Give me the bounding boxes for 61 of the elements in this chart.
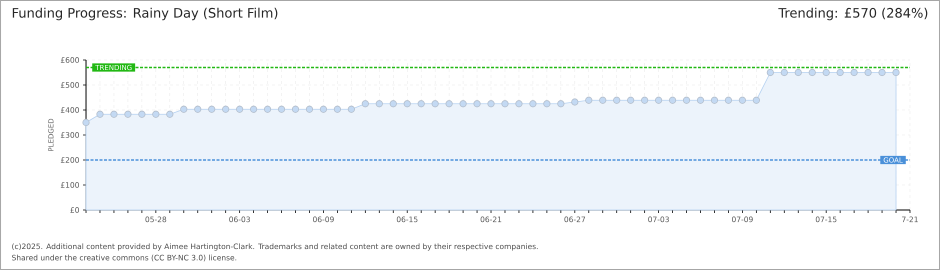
point (571, 98, 578, 106)
point (668, 96, 676, 104)
point (278, 106, 286, 113)
point (780, 68, 788, 76)
point (864, 68, 872, 76)
point (557, 100, 564, 108)
point (613, 96, 620, 104)
point (473, 100, 481, 108)
point (682, 96, 690, 104)
point (138, 110, 146, 118)
point (794, 68, 802, 76)
point (724, 96, 732, 104)
point (418, 100, 425, 108)
point (404, 100, 411, 108)
point (124, 110, 132, 118)
point (738, 96, 746, 104)
point (892, 68, 900, 76)
point (292, 106, 300, 113)
point (487, 100, 495, 108)
point (110, 110, 118, 118)
point (627, 96, 634, 104)
point (655, 96, 662, 104)
point (194, 106, 202, 113)
point (236, 106, 244, 113)
point (459, 100, 467, 108)
point (585, 96, 592, 104)
point (641, 96, 648, 104)
point (166, 110, 174, 118)
point (515, 100, 523, 108)
point (766, 68, 774, 76)
point (529, 100, 537, 108)
point (543, 100, 550, 108)
point (264, 106, 272, 113)
point (334, 106, 341, 113)
point (376, 100, 383, 108)
point (808, 68, 816, 76)
point (180, 106, 188, 113)
point (432, 100, 439, 108)
point (208, 106, 216, 113)
point (82, 118, 90, 126)
text: Trending: £570 (284%) (778, 8, 928, 20)
point (348, 106, 355, 113)
point (250, 106, 258, 113)
point (320, 106, 328, 113)
point (362, 100, 369, 108)
point (501, 100, 509, 108)
point (222, 106, 230, 113)
point (306, 106, 314, 113)
point (696, 96, 704, 104)
point (752, 96, 760, 104)
point (850, 68, 858, 76)
point (390, 100, 397, 108)
point (152, 110, 160, 118)
point (96, 110, 104, 118)
point (446, 100, 453, 108)
point (822, 68, 830, 76)
chart-title: Funding Progress: Rainy Day (Short Film) (12, 8, 278, 20)
point (599, 96, 606, 104)
point (710, 96, 718, 104)
point (878, 68, 886, 76)
point (836, 68, 844, 76)
